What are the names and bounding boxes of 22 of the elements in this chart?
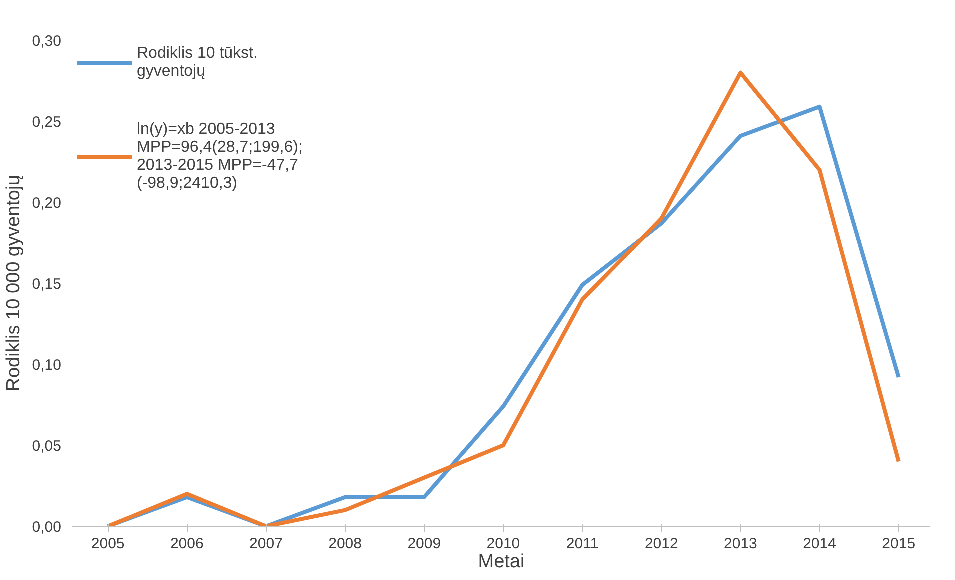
x-tick-label: 2015: [882, 536, 916, 552]
legend-label: Rodiklis 10 tūkst. gyventojų: [137, 45, 258, 81]
y-tick-label: 0,15: [32, 276, 62, 293]
x-axis-title: Metai: [478, 552, 525, 572]
x-tick-label: 2008: [328, 536, 362, 552]
x-tick-label: 2010: [486, 536, 520, 552]
x-tick-label: 2012: [644, 536, 678, 552]
y-tick-label: 0,25: [32, 114, 62, 131]
y-axis-title: Rodiklis 10 000 gyventojų: [3, 175, 24, 392]
y-tick-label: 0,10: [32, 357, 62, 374]
y-tick-label: 0,00: [32, 519, 62, 536]
y-tick-label: 0,20: [32, 195, 62, 212]
x-tick-label: 2005: [91, 536, 125, 552]
x-tick-label: 2011: [566, 536, 599, 552]
legend-label: ln(y)=xb 2005-2013 MPP=96,4(28,7;199,6); 2013-2015 MPP=-47,7 (-98,9;2410,3): [137, 121, 303, 193]
x-tick-label: 2013: [724, 536, 758, 552]
x-tick-label: 2014: [803, 536, 836, 552]
x-tick-label: 2009: [408, 536, 442, 552]
y-tick-label: 0,30: [32, 33, 62, 50]
x-tick-label: 2006: [170, 536, 204, 552]
y-tick-label: 0,05: [32, 438, 62, 455]
x-tick-label: 2007: [250, 536, 283, 552]
